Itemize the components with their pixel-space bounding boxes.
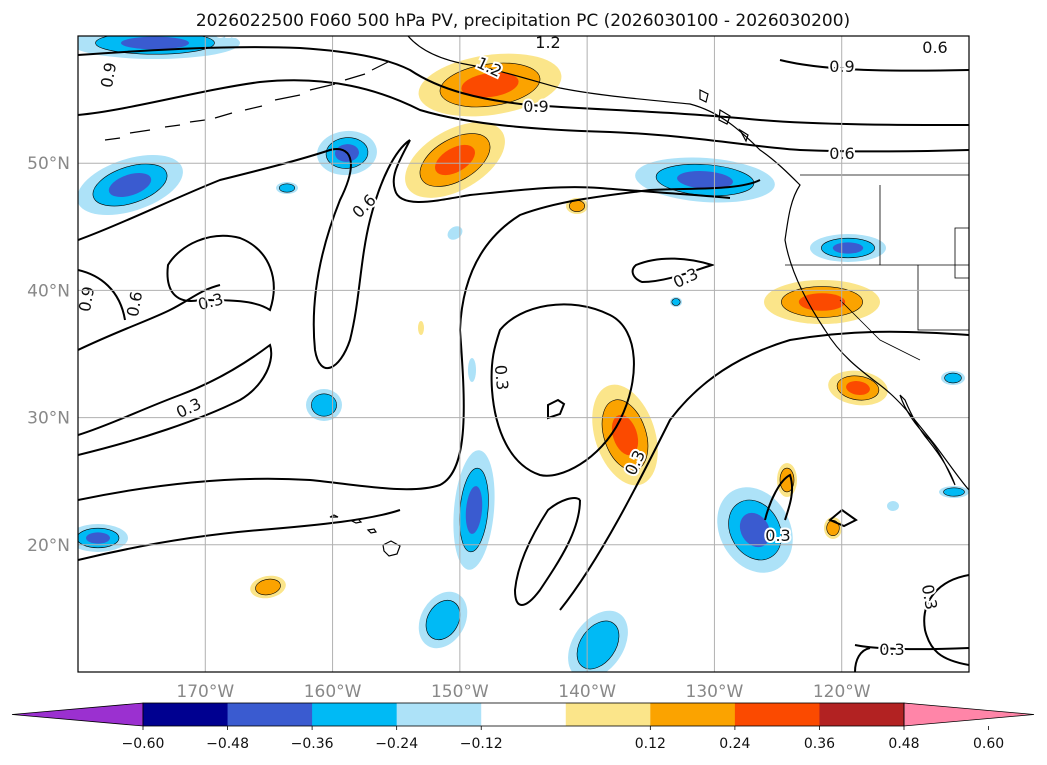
precip-shade — [671, 298, 681, 306]
colorbar-segment — [143, 703, 229, 726]
precip-shade — [86, 532, 110, 544]
precip-shade — [418, 321, 424, 335]
latitude-labels: 50°N 40°N 30°N 20°N — [27, 154, 70, 556]
contour-label: 0.9 — [523, 97, 548, 116]
contour-label: 0.9 — [75, 285, 98, 313]
pv-contours — [78, 46, 969, 672]
map-frame — [77, 35, 970, 673]
precip-shade — [739, 512, 771, 548]
lon-tick-label: 140°W — [558, 682, 616, 702]
precip-shade — [121, 36, 189, 50]
colorbar-tick-label: 0.36 — [804, 736, 835, 752]
contour-labels: 1.21.20.90.90.90.90.90.60.60.60.6 0.30.30… — [75, 21, 950, 661]
lon-tick-label: 150°W — [431, 682, 489, 702]
precip-shade — [425, 599, 461, 641]
map-title: 2026022500 F060 500 hPa PV, precipitatio… — [196, 11, 850, 31]
lon-tick-label: 160°W — [304, 682, 362, 702]
lon-tick-label: 130°W — [686, 682, 744, 702]
colorbar-segment — [650, 703, 736, 726]
contour-label: 0.3 — [879, 640, 904, 659]
colorbar-tick-label: −0.36 — [291, 736, 334, 752]
colorbar-tick-label: 0.24 — [719, 736, 750, 752]
precip-shade — [278, 183, 295, 193]
colorbar-tick-label: −0.12 — [460, 736, 503, 752]
precip-shade — [447, 226, 463, 240]
colorbar-frame — [142, 702, 905, 727]
colorbar-segment — [819, 703, 905, 726]
contour-label: 0.9 — [97, 61, 120, 89]
colorbar-tick-label: −0.60 — [122, 736, 165, 752]
colorbar-segment — [227, 703, 313, 726]
colorbar-tick-label: 0.60 — [973, 736, 1004, 752]
precip-shade — [311, 393, 337, 417]
precip-shade — [465, 486, 483, 534]
contour-label: 1.2 — [535, 33, 560, 52]
lat-tick-label: 50°N — [27, 154, 70, 174]
colorbar-extend-low — [11, 702, 144, 727]
colorbar: −0.60 −0.48 −0.36 −0.24 −0.12 0.12 0.24 0.36 0.4… — [11, 702, 1035, 752]
contour-label: 0.3 — [765, 526, 790, 545]
colorbar-tick-label: 0.48 — [888, 736, 919, 752]
precip-shade — [846, 381, 870, 395]
political-borders — [785, 174, 969, 361]
colorbar-segment — [481, 703, 567, 726]
lat-tick-label: 20°N — [27, 536, 70, 556]
precip-shade — [677, 171, 733, 189]
lon-tick-label: 120°W — [813, 682, 871, 702]
precip-shade — [943, 487, 965, 497]
lat-tick-label: 40°N — [27, 281, 70, 301]
contour-label: 0.3 — [670, 264, 701, 292]
contour-label: 0.6 — [922, 38, 947, 57]
precip-shade — [461, 72, 519, 98]
longitude-labels: 170°W 160°W 150°W 140°W 130°W 120°W — [176, 682, 870, 702]
graticule — [78, 36, 969, 672]
colorbar-tick-label: −0.24 — [375, 736, 418, 752]
lat-tick-label: 30°N — [27, 409, 70, 429]
precipitation-shading — [78, 36, 969, 672]
precip-shade — [468, 358, 476, 382]
precip-shade — [108, 172, 152, 198]
contour-label: 0.6 — [348, 190, 379, 221]
colorbar-extend-high — [903, 702, 1035, 727]
colorbar-segment — [396, 703, 482, 726]
precip-shade — [832, 242, 864, 254]
precip-shade — [255, 578, 281, 596]
precip-shade — [887, 501, 899, 511]
precip-shade — [944, 372, 962, 384]
contour-label: 0.6 — [123, 290, 146, 318]
colorbar-segment — [734, 703, 820, 726]
colorbar-segment — [312, 703, 398, 726]
precip-shade — [435, 144, 475, 176]
contour-label: 0.3 — [918, 583, 941, 611]
contour-label: 0.3 — [491, 364, 512, 391]
precip-shade — [798, 293, 846, 311]
colorbar-tick-label: 0.12 — [635, 736, 666, 752]
colorbar-tick-label: −0.48 — [206, 736, 249, 752]
contour-label: 0.9 — [215, 21, 240, 40]
colorbar-segment — [565, 703, 651, 726]
lon-tick-label: 170°W — [176, 682, 234, 702]
